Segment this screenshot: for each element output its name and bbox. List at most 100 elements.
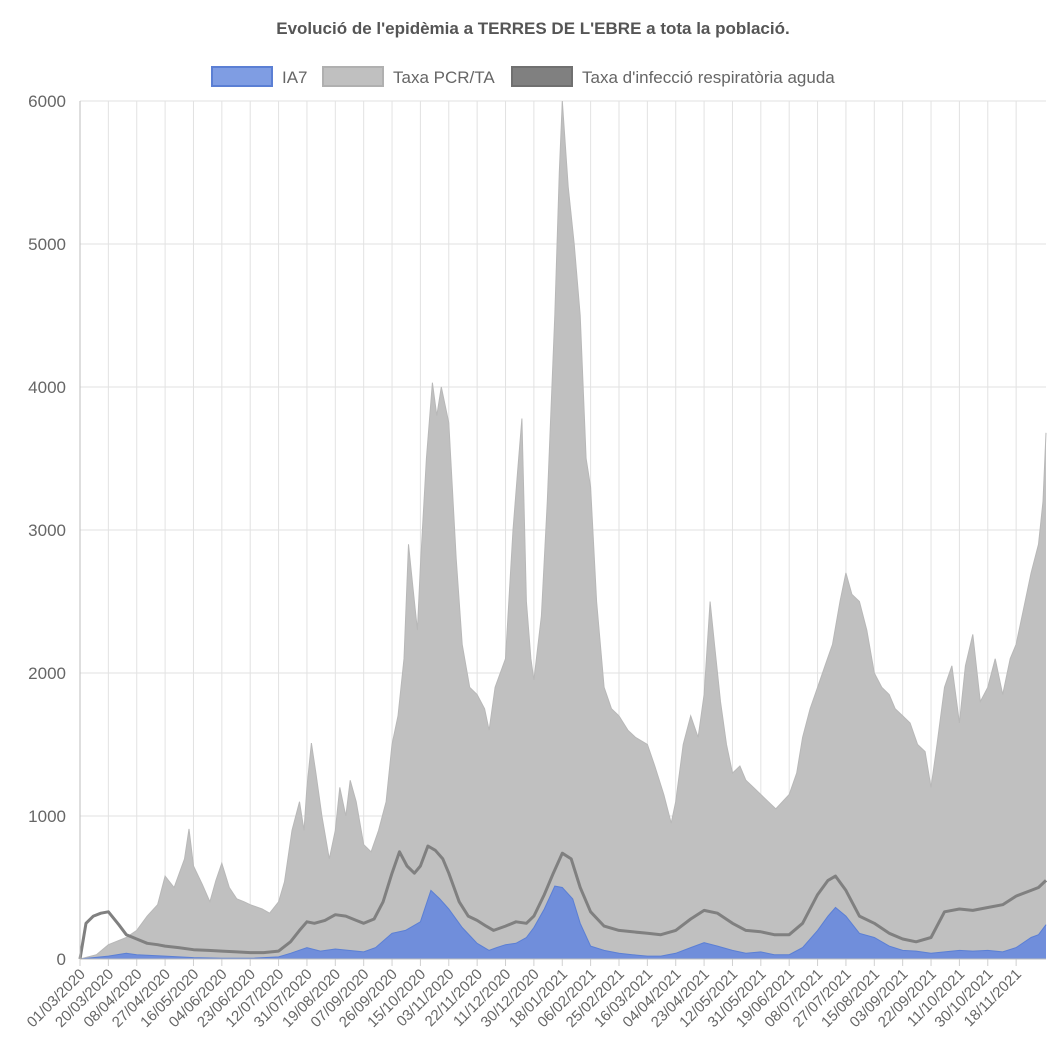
series-pcr-ta-point xyxy=(732,772,734,774)
series-pcr-ta-point xyxy=(403,658,405,660)
series-pcr-ta-point xyxy=(329,858,331,860)
series-respiratory-point xyxy=(146,943,148,945)
series-respiratory-point xyxy=(915,941,917,943)
series-ia7-point xyxy=(690,947,692,949)
series-respiratory-point xyxy=(717,912,719,914)
legend-swatch-respiratory xyxy=(511,66,573,87)
series-respiratory-point xyxy=(603,925,605,927)
series-respiratory-point xyxy=(1002,904,1004,906)
legend-item-respiratory[interactable]: Taxa d'infecció respiratòria aguda xyxy=(511,66,835,87)
series-pcr-ta-point xyxy=(229,887,231,889)
series-ia7-point xyxy=(675,953,677,955)
series-pcr-ta-point xyxy=(236,898,238,900)
series-pcr-ta-point xyxy=(461,644,463,646)
series-respiratory-point xyxy=(515,921,517,923)
series-pcr-ta-point xyxy=(412,586,414,588)
series-ia7-outline xyxy=(79,885,1047,960)
series-ia7-point xyxy=(488,950,490,952)
series-respiratory-point xyxy=(178,947,180,949)
series-respiratory-point xyxy=(690,918,692,920)
series-pcr-ta-point xyxy=(391,744,393,746)
series-pcr-ta-point xyxy=(881,687,883,689)
series-ia7-point xyxy=(554,885,556,887)
series-pcr-ta-point xyxy=(720,701,722,703)
series-respiratory-point xyxy=(290,941,292,943)
series-ia7-point xyxy=(1030,937,1032,939)
series-respiratory-point xyxy=(221,950,223,952)
series-respiratory-point xyxy=(553,872,555,874)
series-respiratory-point xyxy=(363,923,365,925)
series-pcr-ta-point xyxy=(930,787,932,789)
series-pcr-ta-point xyxy=(126,937,128,939)
legend-item-ia7[interactable]: IA7 xyxy=(211,66,308,87)
series-pcr-ta-point xyxy=(221,862,223,864)
series-pcr-ta-point xyxy=(579,315,581,317)
series-ia7-point xyxy=(859,933,861,935)
legend-label-pcr: Taxa PCR/TA xyxy=(393,68,495,87)
series-respiratory-point xyxy=(1030,890,1032,892)
series-ia7-point xyxy=(774,954,776,956)
series-pcr-ta-point xyxy=(959,722,961,724)
series-pcr-ta-point xyxy=(284,881,286,883)
series-ia7-point xyxy=(817,930,819,932)
series-pcr-ta-point xyxy=(670,822,672,824)
series-pcr-ta-point xyxy=(469,687,471,689)
series-ia7-point xyxy=(278,956,280,958)
series-ia7-point xyxy=(544,908,546,910)
series-respiratory-point xyxy=(590,911,592,913)
series-ia7-point xyxy=(1015,947,1017,949)
series-pcr-ta-point xyxy=(809,708,811,710)
series-respiratory-point xyxy=(249,952,251,954)
series-pcr-ta-point xyxy=(951,665,953,667)
series-pcr-ta-point xyxy=(618,715,620,717)
series-pcr-ta-point xyxy=(1002,694,1004,696)
series-pcr-ta-point xyxy=(530,658,532,660)
legend-swatch-ia7 xyxy=(211,66,273,87)
series-pcr-ta-point xyxy=(824,665,826,667)
series-pcr-ta-point xyxy=(349,780,351,782)
series-respiratory-point xyxy=(157,944,159,946)
series-respiratory-point xyxy=(164,945,166,947)
chart-title: Evolució de l'epidèmia a TERRES DE L'EBR… xyxy=(276,19,789,38)
plot-area xyxy=(78,100,1048,960)
series-ia7-point xyxy=(632,954,634,956)
series-respiratory-point xyxy=(526,923,528,925)
series-pcr-ta-point xyxy=(627,729,629,731)
series-ia7-point xyxy=(915,950,917,952)
series-ia7-point xyxy=(835,907,837,909)
series-respiratory-point xyxy=(406,865,408,867)
series-respiratory-point xyxy=(399,851,401,853)
series-ia7-point xyxy=(405,930,407,932)
series-respiratory-point xyxy=(85,923,87,925)
series-ia7-point xyxy=(335,948,337,950)
series-pcr-ta-point xyxy=(585,458,587,460)
series-ia7-point xyxy=(647,955,649,957)
series-respiratory-point xyxy=(136,938,138,940)
series-pcr-ta-point xyxy=(521,418,523,420)
series-respiratory-point xyxy=(845,890,847,892)
series-respiratory-point xyxy=(827,880,829,882)
series-pcr-ta-point xyxy=(426,458,428,460)
series-pcr-ta-point xyxy=(559,172,561,174)
series-respiratory-line xyxy=(78,844,1048,960)
series-ia7-point xyxy=(515,943,517,945)
series-pcr-ta-point xyxy=(980,701,982,703)
series-pcr-ta-point xyxy=(866,629,868,631)
series-ia7-point xyxy=(526,937,528,939)
series-respiratory-point xyxy=(972,910,974,912)
legend-item-pcr[interactable]: Taxa PCR/TA xyxy=(322,66,495,87)
series-ia7-point xyxy=(827,915,829,917)
series-respiratory-point xyxy=(493,930,495,932)
series-ia7-point xyxy=(802,947,804,949)
series-pcr-ta-point xyxy=(311,742,313,744)
series-pcr-ta-point xyxy=(432,382,434,384)
series-ia7-point xyxy=(1038,934,1040,936)
series-respiratory-point xyxy=(987,907,989,909)
series-pcr-ta-point xyxy=(108,944,110,946)
series-ia7-point xyxy=(439,898,441,900)
series-pcr-ta-point xyxy=(315,772,317,774)
y-tick-label: 0 xyxy=(57,950,66,969)
series-ia7-point xyxy=(1045,924,1047,926)
series-pcr-ta-point xyxy=(526,601,528,603)
series-pcr-ta-point xyxy=(355,801,357,803)
